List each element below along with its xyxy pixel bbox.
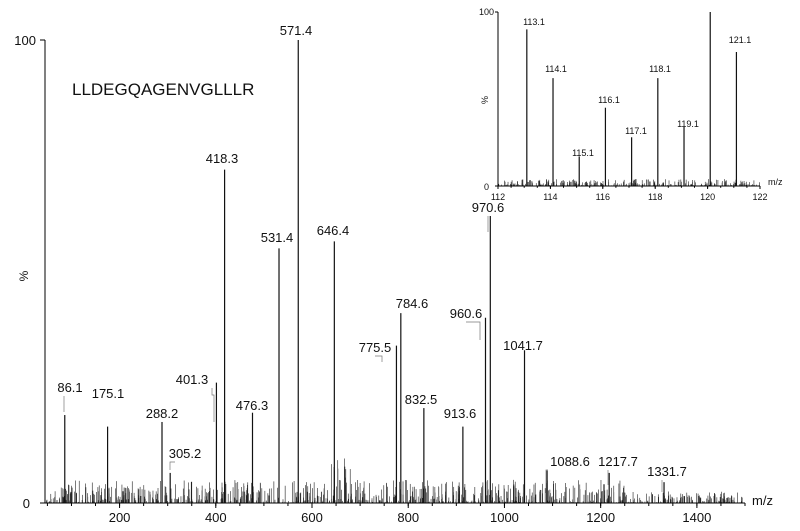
main-peak-label-775.5: 775.5: [359, 340, 392, 355]
inset-y-axis-label: %: [480, 96, 490, 104]
main-peak-label-86.1: 86.1: [57, 380, 82, 395]
main-subtitle: LLDEGQAGENVGLLLR: [72, 80, 254, 99]
main-peak-label-175.1: 175.1: [92, 386, 125, 401]
main-peak-label-1088.6: 1088.6: [550, 454, 590, 469]
main-peak-leader-401.3: [211, 388, 215, 422]
main-x-tick-label: 200: [109, 510, 131, 525]
inset-peak-label-119.1: 119.1: [677, 119, 699, 129]
inset-y-tick-label-0: 0: [484, 182, 489, 192]
main-peak-label-913.6: 913.6: [444, 406, 477, 421]
inset-x-tick-label: 114: [543, 192, 557, 202]
main-peak-label-784.6: 784.6: [396, 296, 429, 311]
main-peak-label-970.6: 970.6: [472, 200, 505, 215]
inset-peak-label-118.1: 118.1: [649, 64, 671, 74]
main-x-axis-label: m/z: [752, 493, 773, 508]
main-x-tick-label: 1200: [586, 510, 615, 525]
inset-x-tick-label: 112: [491, 192, 505, 202]
inset-x-tick-label: 118: [648, 192, 662, 202]
inset-y-tick-label-100: 100: [479, 7, 494, 17]
main-peak-label-305.2: 305.2: [169, 446, 202, 461]
main-peak-label-401.3: 401.3: [176, 372, 209, 387]
main-peak-label-832.5: 832.5: [405, 392, 438, 407]
inset-x-tick-label: 120: [700, 192, 715, 202]
main-peak-leader-1088.6: [545, 469, 548, 493]
main-y-axis-label: %: [17, 270, 31, 281]
inset-peak-label-117.1: 117.1: [625, 126, 647, 136]
main-x-tick-label: 1000: [490, 510, 519, 525]
main-x-tick-label: 600: [301, 510, 323, 525]
main-peak-label-1331.7: 1331.7: [647, 464, 687, 479]
main-x-tick-label: 800: [397, 510, 419, 525]
inset-x-axis-label: m/z: [768, 177, 783, 187]
main-x-tick-label: 1400: [682, 510, 711, 525]
main-peak-label-476.3: 476.3: [236, 398, 269, 413]
main-x-tick-label: 400: [205, 510, 227, 525]
main-peak-leader-305.2: [169, 461, 175, 470]
inset-peak-label-114.1: 114.1: [545, 64, 567, 74]
main-peak-leader-960.6: [466, 321, 481, 340]
inset-peak-label-113.1: 113.1: [523, 17, 545, 27]
inset-peak-label-116.1: 116.1: [598, 95, 620, 105]
main-peak-label-571.4: 571.4: [280, 23, 313, 38]
main-peak-label-1217.7: 1217.7: [598, 454, 638, 469]
inset-peak-label-121.1: 121.1: [729, 35, 752, 45]
inset-x-tick-label: 116: [596, 192, 610, 202]
main-peak-label-531.4: 531.4: [261, 230, 294, 245]
inset-x-tick-label: 122: [752, 192, 767, 202]
main-peak-label-1041.7: 1041.7: [503, 338, 543, 353]
main-peak-label-646.4: 646.4: [317, 223, 350, 238]
main-peak-label-288.2: 288.2: [146, 406, 179, 421]
main-peak-leader-775.5: [375, 355, 383, 362]
main-peak-label-960.6: 960.6: [450, 306, 483, 321]
main-y-tick-label-100: 100: [14, 33, 36, 48]
main-peak-label-418.3: 418.3: [206, 151, 239, 166]
inset-peak-label-115.1: 115.1: [572, 148, 594, 158]
main-y-tick-label-0: 0: [23, 496, 30, 511]
